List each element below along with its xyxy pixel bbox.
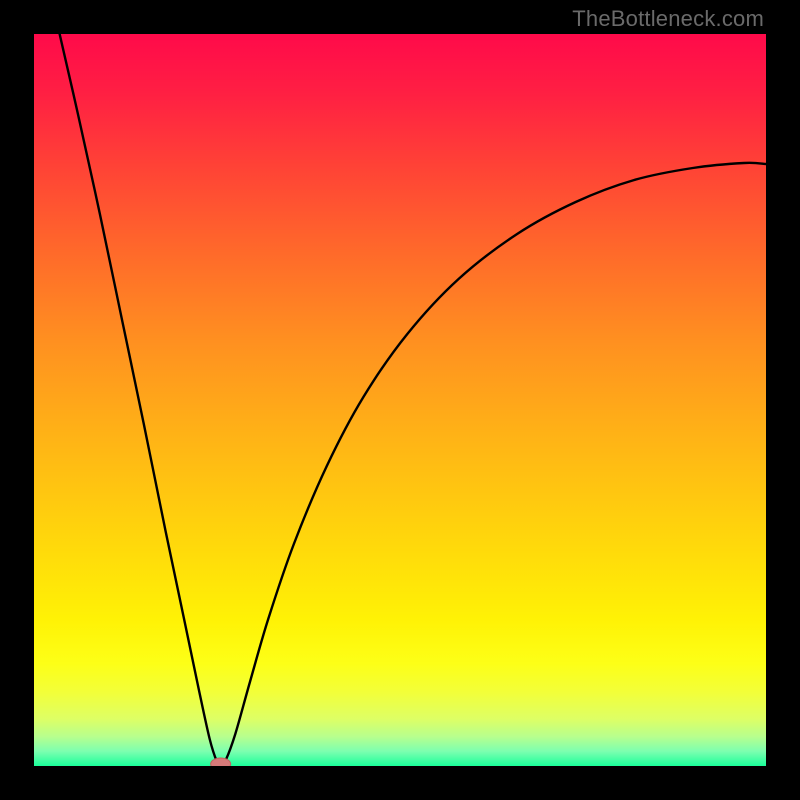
chart-container: TheBottleneck.com bbox=[0, 0, 800, 800]
bottleneck-marker bbox=[211, 758, 231, 766]
bottleneck-curve bbox=[34, 34, 766, 766]
plot-area bbox=[34, 34, 766, 766]
watermark-text: TheBottleneck.com bbox=[572, 6, 764, 32]
